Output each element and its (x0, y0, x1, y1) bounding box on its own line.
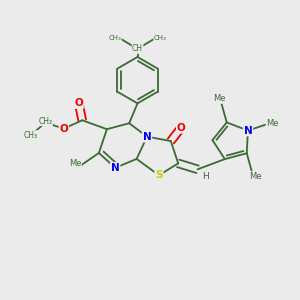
Text: Me: Me (249, 172, 261, 181)
Text: CH₂: CH₂ (38, 117, 52, 126)
Text: Me: Me (213, 94, 225, 103)
Text: CH₃: CH₃ (109, 35, 121, 41)
Text: N: N (143, 132, 152, 142)
Text: CH: CH (132, 44, 143, 53)
Text: H: H (202, 172, 209, 181)
Text: Me: Me (69, 160, 81, 169)
Text: CH₃: CH₃ (24, 130, 38, 140)
Text: S: S (155, 170, 163, 180)
Text: Me: Me (266, 118, 279, 127)
Text: N: N (244, 126, 252, 136)
Text: O: O (59, 124, 68, 134)
Text: CH₃: CH₃ (154, 35, 166, 41)
Text: O: O (74, 98, 83, 108)
Text: O: O (177, 123, 186, 133)
Text: N: N (111, 163, 120, 173)
